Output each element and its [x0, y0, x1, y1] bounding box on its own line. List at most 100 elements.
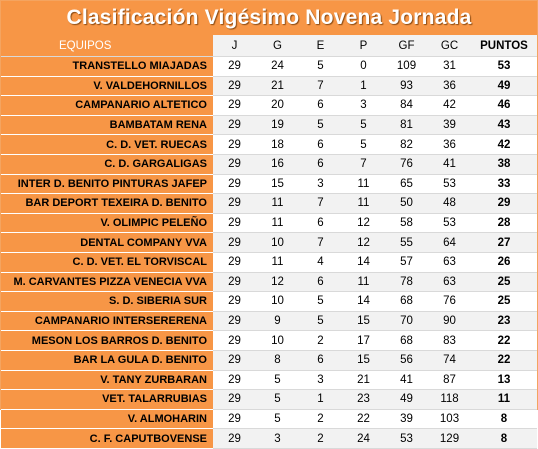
won-cell: 5 — [256, 409, 299, 430]
won-cell: 5 — [256, 370, 299, 391]
won-cell: 24 — [256, 56, 299, 77]
table-row: DENTAL COMPANY VVA 29 10 7 12 55 64 27 — [1, 232, 537, 253]
goals-for-cell: 68 — [385, 330, 428, 351]
won-cell: 16 — [256, 154, 299, 175]
team-name: V. VALDEHORNILLOS — [1, 76, 213, 97]
goals-against-cell: 129 — [428, 428, 471, 449]
drawn-cell: 4 — [299, 252, 342, 273]
goals-against-cell: 118 — [428, 389, 471, 410]
drawn-cell: 7 — [299, 76, 342, 97]
played-cell: 29 — [213, 76, 256, 97]
header-team: EQUIPOS — [1, 35, 213, 57]
header-won: G — [256, 35, 299, 57]
table-row: MESON LOS BARROS D. BENITO 29 10 2 17 68 83 22 — [1, 330, 537, 351]
lost-cell: 5 — [342, 134, 385, 155]
points-cell: 49 — [471, 76, 537, 97]
goals-for-cell: 65 — [385, 174, 428, 195]
table-header: EQUIPOS J G E P GF GC PUNTOS — [1, 35, 537, 57]
drawn-cell: 1 — [299, 389, 342, 410]
points-cell: 46 — [471, 95, 537, 116]
points-cell: 22 — [471, 350, 537, 371]
goals-against-cell: 48 — [428, 193, 471, 214]
played-cell: 29 — [213, 252, 256, 273]
team-name: VET. TALARRUBIAS — [1, 389, 213, 410]
table-row: S. D. SIBERIA SUR 29 10 5 14 68 76 25 — [1, 291, 537, 312]
won-cell: 12 — [256, 272, 299, 293]
table-row: VET. TALARRUBIAS 29 5 1 23 49 118 11 — [1, 389, 537, 410]
played-cell: 29 — [213, 350, 256, 371]
goals-for-cell: 58 — [385, 213, 428, 234]
lost-cell: 14 — [342, 252, 385, 273]
played-cell: 29 — [213, 389, 256, 410]
goals-against-cell: 41 — [428, 154, 471, 175]
goals-for-cell: 109 — [385, 56, 428, 77]
won-cell: 3 — [256, 428, 299, 449]
points-cell: 29 — [471, 193, 537, 214]
table-row: M. CARVANTES PIZZA VENECIA VVA 29 12 6 11 78 6… — [1, 272, 537, 293]
drawn-cell: 6 — [299, 350, 342, 371]
played-cell: 29 — [213, 134, 256, 155]
lost-cell: 23 — [342, 389, 385, 410]
goals-for-cell: 50 — [385, 193, 428, 214]
drawn-cell: 6 — [299, 95, 342, 116]
won-cell: 11 — [256, 252, 299, 273]
lost-cell: 21 — [342, 370, 385, 391]
goals-for-cell: 84 — [385, 95, 428, 116]
played-cell: 29 — [213, 330, 256, 351]
header-goals-for: GF — [385, 35, 428, 57]
won-cell: 11 — [256, 213, 299, 234]
goals-against-cell: 53 — [428, 213, 471, 234]
goals-for-cell: 93 — [385, 76, 428, 97]
goals-against-cell: 64 — [428, 232, 471, 253]
table-row: C. F. CAPUTBOVENSE 29 3 2 24 53 129 8 — [1, 428, 537, 449]
team-name: BAR LA GULA D. BENITO — [1, 350, 213, 371]
points-cell: 22 — [471, 330, 537, 351]
table-row: BAMBATAM RENA 29 19 5 5 81 39 43 — [1, 115, 537, 136]
table-row: TRANSTELLO MIAJADAS 29 24 5 0 109 31 53 — [1, 56, 537, 77]
won-cell: 8 — [256, 350, 299, 371]
goals-against-cell: 36 — [428, 76, 471, 97]
table-row: V. ALMOHARIN 29 5 2 22 39 103 8 — [1, 409, 537, 430]
team-name: V. TANY ZURBARAN — [1, 370, 213, 391]
table-row: C. D. VET. RUECAS 29 18 6 5 82 36 42 — [1, 134, 537, 155]
table-row: CAMPANARIO INTERSERERENA 29 9 5 15 70 90 23 — [1, 311, 537, 332]
team-name: MESON LOS BARROS D. BENITO — [1, 330, 213, 351]
lost-cell: 0 — [342, 56, 385, 77]
lost-cell: 11 — [342, 272, 385, 293]
points-cell: 27 — [471, 232, 537, 253]
team-name: BAMBATAM RENA — [1, 115, 213, 136]
team-name: INTER D. BENITO PINTURAS JAFEP — [1, 174, 213, 195]
team-name: C. D. VET. EL TORVISCAL — [1, 252, 213, 273]
team-name: TRANSTELLO MIAJADAS — [1, 56, 213, 77]
won-cell: 10 — [256, 291, 299, 312]
goals-for-cell: 55 — [385, 232, 428, 253]
lost-cell: 15 — [342, 350, 385, 371]
goals-against-cell: 39 — [428, 115, 471, 136]
won-cell: 18 — [256, 134, 299, 155]
won-cell: 20 — [256, 95, 299, 116]
drawn-cell: 2 — [299, 330, 342, 351]
drawn-cell: 5 — [299, 311, 342, 332]
played-cell: 29 — [213, 291, 256, 312]
played-cell: 29 — [213, 272, 256, 293]
goals-against-cell: 90 — [428, 311, 471, 332]
goals-against-cell: 36 — [428, 134, 471, 155]
goals-for-cell: 70 — [385, 311, 428, 332]
drawn-cell: 5 — [299, 115, 342, 136]
played-cell: 29 — [213, 409, 256, 430]
points-cell: 25 — [471, 291, 537, 312]
drawn-cell: 5 — [299, 56, 342, 77]
goals-for-cell: 56 — [385, 350, 428, 371]
header-played: J — [213, 35, 256, 57]
goals-against-cell: 53 — [428, 174, 471, 195]
played-cell: 29 — [213, 213, 256, 234]
points-cell: 53 — [471, 56, 537, 77]
goals-against-cell: 83 — [428, 330, 471, 351]
lost-cell: 3 — [342, 95, 385, 116]
lost-cell: 11 — [342, 193, 385, 214]
lost-cell: 22 — [342, 409, 385, 430]
table-row: C. D. VET. EL TORVISCAL 29 11 4 14 57 63 26 — [1, 252, 537, 273]
points-cell: 8 — [471, 428, 537, 449]
played-cell: 29 — [213, 193, 256, 214]
table-row: V. VALDEHORNILLOS 29 21 7 1 93 36 49 — [1, 76, 537, 97]
